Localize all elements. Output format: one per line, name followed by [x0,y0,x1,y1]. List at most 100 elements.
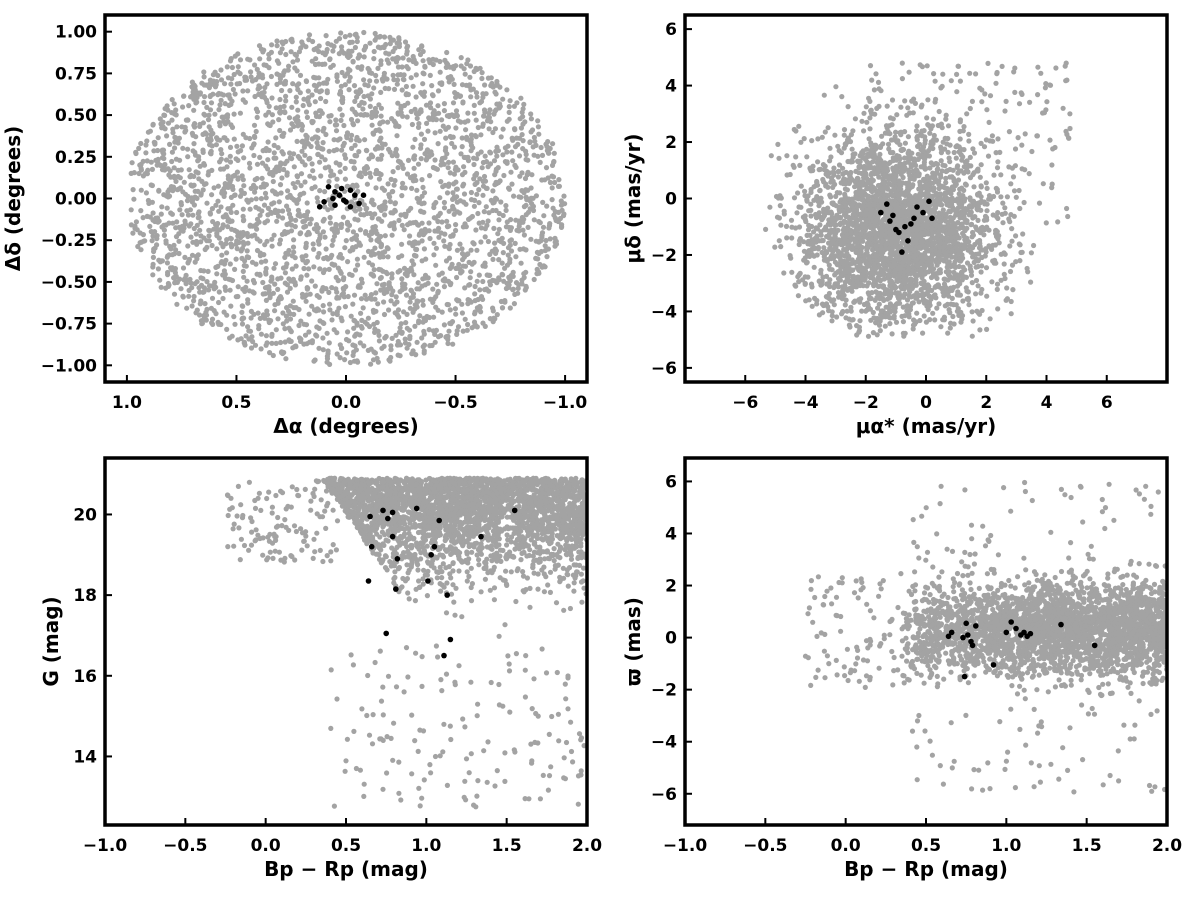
field-point [861,110,867,116]
field-point [286,63,292,69]
field-point [304,200,310,206]
field-point [363,296,370,302]
field-point [210,219,216,225]
field-point [504,262,510,268]
field-point [323,33,329,39]
field-point [391,182,397,188]
field-point [179,212,185,218]
field-point [491,225,497,231]
field-point [510,137,516,143]
field-point [191,141,197,147]
field-point [325,256,331,262]
field-point [251,133,258,139]
field-point [849,243,855,249]
y-tick-label: −0.25 [41,231,97,251]
field-point [772,244,778,250]
field-point [191,225,197,232]
field-point [165,253,171,259]
field-point [229,333,235,339]
field-point [228,101,234,107]
field-point [936,301,942,307]
field-point [859,118,865,124]
field-point [131,170,137,176]
field-point [277,108,283,114]
field-point [208,305,214,311]
field-point [521,204,528,210]
field-point [914,123,920,129]
field-point [196,154,202,160]
field-point [180,265,187,271]
field-point [418,131,424,137]
field-point [202,301,208,307]
field-point [487,316,493,322]
field-point [543,237,549,244]
field-point [444,218,450,224]
field-point [244,77,250,83]
field-point [324,353,330,359]
field-point [460,99,466,105]
field-point [420,302,426,308]
field-point [503,203,509,209]
x-tick-label: 0.0 [331,393,361,413]
field-point [306,329,312,335]
field-point [481,209,487,215]
field-point [265,157,271,163]
field-point [144,170,150,176]
field-point [192,259,198,265]
field-point [301,265,307,272]
field-point [436,234,442,240]
field-point [174,187,181,193]
field-point [416,320,422,326]
field-point [445,165,451,171]
field-point [239,309,245,315]
field-point [328,64,334,70]
field-point [158,284,164,290]
field-point [154,236,160,242]
field-point [447,241,453,248]
field-point [493,148,499,154]
field-point [339,147,345,153]
field-point [239,190,245,196]
field-point [162,106,168,112]
field-point [307,173,313,179]
field-point [162,161,168,168]
field-point [237,80,243,87]
field-point [347,359,353,366]
field-point [815,136,821,142]
field-point [399,64,405,70]
field-point [304,292,310,298]
field-point [334,78,340,84]
field-point [363,206,369,212]
field-point [861,163,868,170]
field-point [823,183,829,189]
field-point [831,165,837,171]
field-point [1013,259,1019,265]
field-point [386,51,392,57]
field-point [388,347,394,353]
field-point [263,145,269,152]
field-point [450,134,456,140]
field-point [315,151,321,158]
field-point [831,297,837,303]
field-point [391,77,397,83]
field-point [193,134,199,140]
field-point [887,149,894,156]
field-point [381,187,388,193]
field-point [293,263,299,269]
member-point [356,200,362,207]
field-point [198,275,204,281]
field-point [426,153,432,159]
field-point [784,235,790,241]
field-point [227,287,233,293]
field-point [493,82,499,88]
field-point [977,327,983,333]
field-point [485,218,491,224]
field-point [485,114,491,121]
field-point [390,169,396,175]
field-point [389,275,395,281]
field-point [201,289,207,295]
field-point [464,327,470,333]
field-point [362,292,368,298]
field-point [345,227,351,233]
